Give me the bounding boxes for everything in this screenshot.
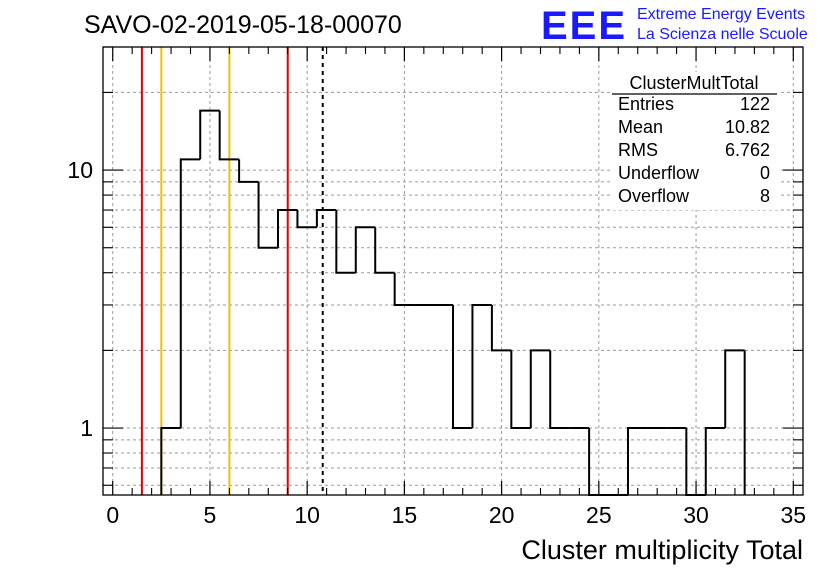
stats-row-label: Mean (618, 117, 663, 137)
axis-tick-labels: 0 5 10 15 20 25 30 35 1 10 (67, 157, 806, 528)
stats-rows: Entries 122 Mean 10.82 RMS 6.762 Underflow 0 Ove… (618, 94, 770, 206)
histogram-bin (160, 427, 181, 495)
histogram-bin (393, 272, 415, 306)
x-tick-label: 35 (780, 502, 806, 528)
stats-row-value: 122 (740, 94, 770, 114)
axis-ticks (103, 46, 803, 495)
run-title: SAVO-02-2019-05-18-00070 (84, 11, 402, 39)
stats-box: ClusterMultTotal Entries 122 Mean 10.82 RMS 6… (612, 72, 778, 210)
logo-mark: EEE (541, 4, 627, 48)
histogram-bin (218, 110, 240, 161)
plot-frame (102, 46, 804, 496)
logo-line-1: Extreme Energy Events (637, 6, 805, 23)
histogram-bin (374, 227, 395, 274)
histogram-bin (452, 304, 473, 430)
histogram-bin (510, 350, 531, 430)
y-tick-label: 1 (80, 415, 93, 441)
x-tick-label: 25 (586, 502, 612, 528)
histogram-bin (199, 109, 220, 160)
histogram-bin (724, 349, 745, 429)
stats-box-background (612, 72, 778, 210)
reference-lines (140, 47, 324, 495)
histogram-bin (549, 350, 570, 430)
stats-row-value: 6.762 (725, 140, 770, 160)
histogram-bin (471, 303, 492, 429)
histogram-bin (704, 427, 726, 495)
stats-row-label: Underflow (618, 163, 700, 183)
x-tick-label: 20 (489, 502, 515, 528)
histogram-bin (335, 210, 356, 274)
histogram-bin (238, 159, 259, 183)
logo-line-2: La Scienza nelle Scuole (637, 26, 808, 43)
stats-row-value: 0 (760, 163, 770, 183)
x-tick-label: 30 (683, 502, 709, 528)
y-tick-label: 10 (67, 157, 93, 183)
histogram-bin (179, 158, 201, 429)
histogram-bin (315, 209, 337, 228)
stats-row-label: Overflow (618, 186, 690, 206)
x-tick-label: 15 (392, 502, 418, 528)
x-tick-label: 10 (294, 502, 320, 528)
histogram-bin (296, 210, 317, 229)
histogram-bin (257, 181, 278, 249)
x-tick-label: 0 (106, 502, 119, 528)
histogram-bin (529, 349, 551, 429)
histogram-bin (627, 427, 648, 495)
stats-row-value: 10.82 (725, 117, 770, 137)
x-axis-label: Cluster multiplicity Total (521, 535, 803, 565)
histogram-bin (277, 209, 298, 248)
x-tick-label: 5 (204, 502, 217, 528)
eee-logo: EEE Extreme Energy Events La Scienza nel… (541, 4, 808, 48)
stats-title: ClusterMultTotal (629, 73, 758, 93)
histogram-bin (354, 226, 376, 273)
histogram-bin (490, 304, 512, 352)
stats-row-label: RMS (618, 140, 658, 160)
stats-row-label: Entries (618, 94, 674, 114)
stats-row-value: 8 (760, 186, 770, 206)
